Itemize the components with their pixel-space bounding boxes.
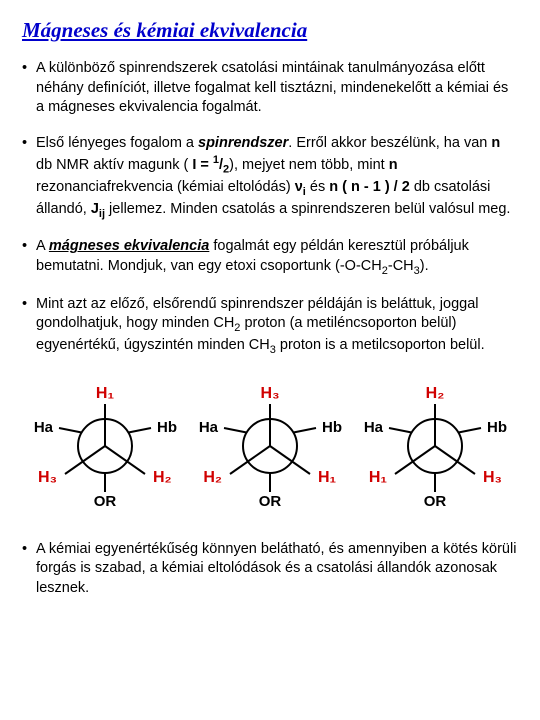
paragraph-4: • Mint azt az előző, elsőrendű spinrends… xyxy=(22,295,518,358)
newman-projection-2: H₃ H₂ H₁ Ha Hb OR xyxy=(195,374,345,514)
svg-text:H₁: H₁ xyxy=(96,385,115,402)
paragraph-4-text: Mint azt az előző, elsőrendű spinrendsze… xyxy=(36,295,518,358)
svg-text:OR: OR xyxy=(259,493,282,510)
paragraph-1: • A különböző spinrendszerek csatolási m… xyxy=(22,59,518,118)
svg-text:H₁: H₁ xyxy=(369,469,388,486)
svg-text:Ha: Ha xyxy=(364,419,384,436)
svg-text:Hb: Hb xyxy=(157,419,177,436)
newman-projections-row: H₁ H₃ H₂ Ha Hb OR H₃ H₂ H₁ Ha Hb OR H₂ H₁ H₃ Ha Hb OR xyxy=(22,374,518,514)
newman-projection-1: H₁ H₃ H₂ Ha Hb OR xyxy=(30,374,180,514)
paragraph-5: • A kémiai egyenértékűség könnyen beláth… xyxy=(22,540,518,599)
svg-text:OR: OR xyxy=(93,493,116,510)
svg-text:Hb: Hb xyxy=(487,419,507,436)
svg-text:H₃: H₃ xyxy=(483,469,502,486)
paragraph-2: • Első lényeges fogalom a spinrendszer. … xyxy=(22,134,518,222)
svg-text:H₂: H₂ xyxy=(203,469,222,486)
bullet-dot: • xyxy=(22,540,36,599)
paragraph-1-text: A különböző spinrendszerek csatolási min… xyxy=(36,59,518,118)
paragraph-5-text: A kémiai egyenértékűség könnyen beláthat… xyxy=(36,540,518,599)
svg-text:OR: OR xyxy=(424,493,447,510)
svg-text:Ha: Ha xyxy=(33,419,53,436)
bullet-dot: • xyxy=(22,237,36,278)
page-title: Mágneses és kémiai ekvivalencia xyxy=(22,18,518,43)
svg-text:H₁: H₁ xyxy=(318,469,337,486)
paragraph-2-text: Első lényeges fogalom a spinrendszer. Er… xyxy=(36,134,518,222)
svg-text:Ha: Ha xyxy=(199,419,219,436)
svg-text:H₂: H₂ xyxy=(426,385,445,402)
svg-text:H₂: H₂ xyxy=(153,469,172,486)
paragraph-3-text: A mágneses ekvivalencia fogalmát egy pél… xyxy=(36,237,518,278)
svg-text:H₃: H₃ xyxy=(38,469,57,486)
bullet-dot: • xyxy=(22,134,36,222)
bullet-dot: • xyxy=(22,295,36,358)
newman-projection-3: H₂ H₁ H₃ Ha Hb OR xyxy=(360,374,510,514)
svg-text:Hb: Hb xyxy=(322,419,342,436)
bullet-dot: • xyxy=(22,59,36,118)
paragraph-3: • A mágneses ekvivalencia fogalmát egy p… xyxy=(22,237,518,278)
svg-text:H₃: H₃ xyxy=(261,385,280,402)
